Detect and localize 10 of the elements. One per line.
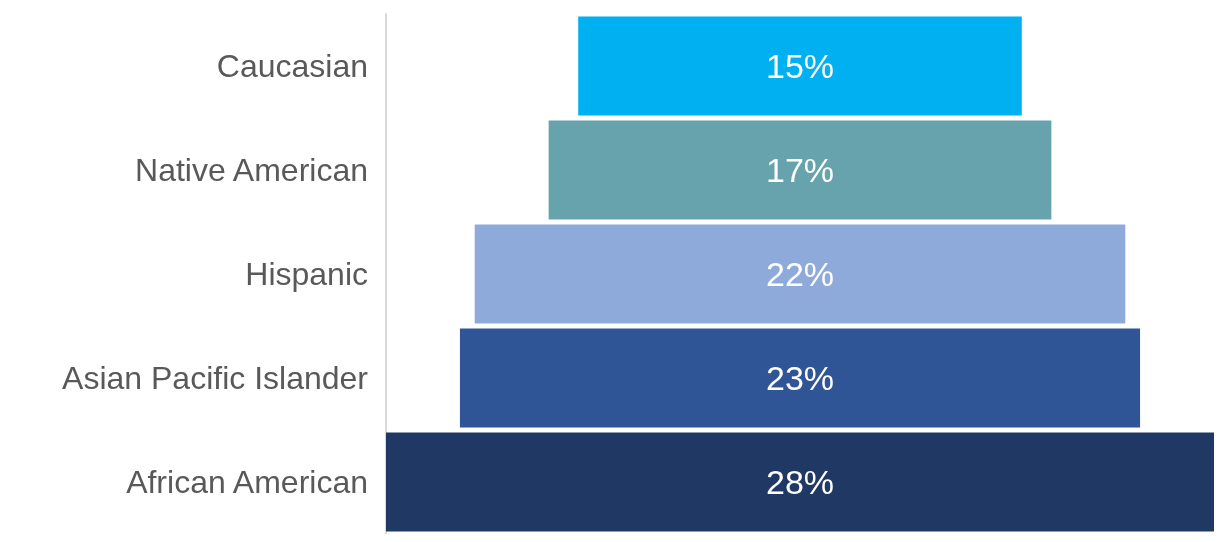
data-label: 23% — [765, 359, 835, 397]
category-label: Hispanic — [245, 256, 368, 292]
category-label: Caucasian — [216, 48, 368, 84]
category-label: Asian Pacific Islander — [62, 360, 369, 396]
data-label: 15% — [765, 47, 835, 85]
category-label: Native American — [135, 152, 368, 188]
data-label: 22% — [765, 255, 835, 293]
category-label: African American — [126, 464, 368, 500]
data-label: 17% — [765, 151, 835, 189]
data-label: 28% — [765, 463, 835, 501]
